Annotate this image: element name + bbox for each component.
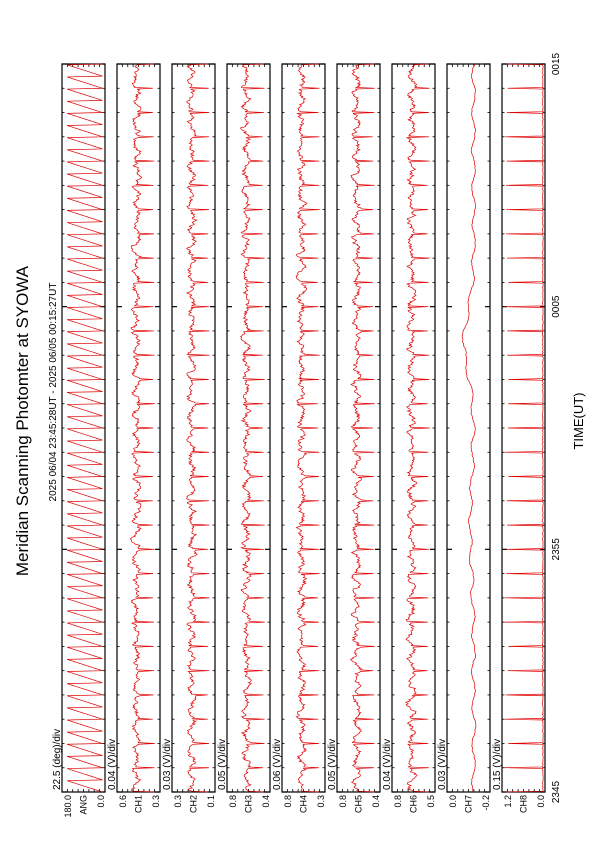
panel-frame xyxy=(171,63,216,793)
panel-scale-label: 0.04 (V)/div xyxy=(382,739,393,790)
x-tick-label: 0005 xyxy=(551,295,562,318)
channel-label: CH1 xyxy=(134,795,144,813)
panel-scale-label: 0.06 (V)/div xyxy=(272,739,283,790)
series-line-3 xyxy=(239,63,265,793)
y-top-label: 0.3 xyxy=(173,795,183,808)
chart-title: Meridian Scanning Photomter at SYOWA xyxy=(13,265,32,576)
y-bottom-label: 0.3 xyxy=(151,795,161,808)
panel-scale-label: 0.04 (V)/div xyxy=(107,739,118,790)
channel-label: CH3 xyxy=(244,795,254,813)
series-line-5 xyxy=(349,63,375,793)
y-top-label: 180.0 xyxy=(63,795,73,818)
y-bottom-label: 0.0 xyxy=(536,795,546,808)
y-top-label: 0.8 xyxy=(228,795,238,808)
channel-label: CH4 xyxy=(299,795,309,813)
panel-frame xyxy=(116,63,161,793)
y-top-label: 0.0 xyxy=(448,795,458,808)
y-bottom-label: 0.3 xyxy=(316,795,326,808)
channel-label: CH8 xyxy=(519,795,529,813)
channel-label: CH7 xyxy=(464,795,474,813)
x-tick-label: 2355 xyxy=(551,538,562,561)
panel-frame xyxy=(281,63,326,793)
series-line-6 xyxy=(405,63,430,793)
y-top-label: 0.8 xyxy=(393,795,403,808)
panel-frame xyxy=(446,63,491,793)
y-top-label: 1.2 xyxy=(503,795,513,808)
panel-scale-label: 0.15 (V)/div xyxy=(492,739,503,790)
channel-label: CH6 xyxy=(409,795,419,813)
channel-label: ANG xyxy=(79,795,89,815)
y-bottom-label: 0.1 xyxy=(206,795,216,808)
series-line-0 xyxy=(66,63,103,793)
panel-scale-label: 0.03 (V)/div xyxy=(162,739,173,790)
panel-scale-label: 22.5 (deg)/div xyxy=(52,729,63,790)
y-bottom-label: -0.2 xyxy=(481,795,491,811)
series-line-1 xyxy=(129,63,155,793)
channel-label: CH5 xyxy=(354,795,364,813)
series-line-8 xyxy=(504,63,544,793)
panel-scale-label: 0.05 (V)/div xyxy=(217,739,228,790)
series-line-2 xyxy=(185,63,210,793)
y-top-label: 0.8 xyxy=(283,795,293,808)
y-bottom-label: 0.5 xyxy=(426,795,436,808)
x-axis-label: TIME(UT) xyxy=(571,392,586,449)
y-bottom-label: 0.0 xyxy=(96,795,106,808)
y-bottom-label: 0.4 xyxy=(371,795,381,808)
x-tick-label: 0015 xyxy=(551,52,562,75)
series-line-7 xyxy=(461,63,477,793)
chart-subtitle: 2025 06/04 23:45:28UT - 2025 06/05 00:15… xyxy=(48,283,59,502)
y-top-label: 0.8 xyxy=(338,795,348,808)
series-line-4 xyxy=(295,63,320,793)
panel-scale-label: 0.03 (V)/div xyxy=(437,739,448,790)
x-tick-label: 2345 xyxy=(551,780,562,803)
y-top-label: 0.6 xyxy=(118,795,128,808)
panel-scale-label: 0.05 (V)/div xyxy=(327,739,338,790)
channel-label: CH2 xyxy=(189,795,199,813)
y-bottom-label: 0.4 xyxy=(261,795,271,808)
